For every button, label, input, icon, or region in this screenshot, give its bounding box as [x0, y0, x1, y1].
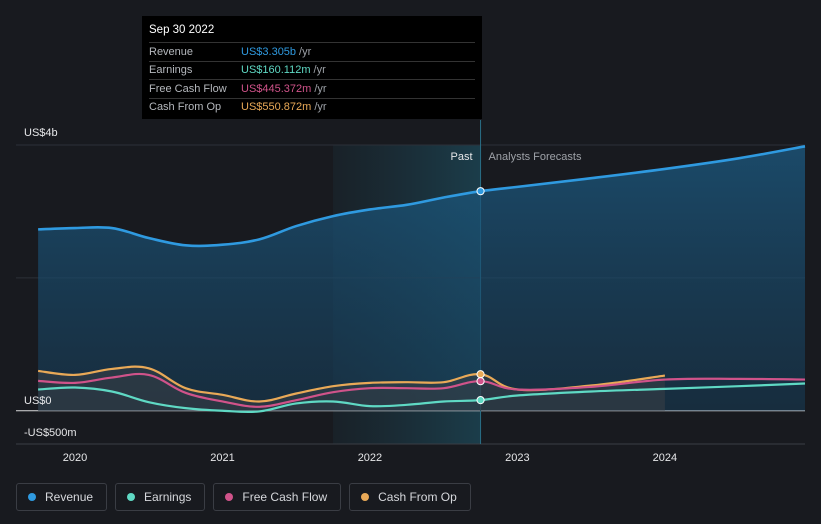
- x-tick-label: 2024: [653, 452, 677, 464]
- free-cash-flow-dot-icon: [225, 493, 234, 501]
- legend-label: Free Cash Flow: [242, 490, 328, 504]
- revenue-area: [38, 146, 805, 411]
- tooltip-value: US$3.305b: [241, 45, 297, 58]
- revenue-line: [38, 145, 806, 248]
- tooltip-unit: /yr: [314, 82, 327, 95]
- earnings-marker: [476, 396, 485, 405]
- earnings-dot-icon: [127, 493, 136, 501]
- cash-from-op-dot-icon: [361, 493, 370, 501]
- tooltip-unit: /yr: [299, 45, 312, 58]
- revenue-marker: [476, 187, 485, 196]
- tooltip-row-revenue: Revenue US$3.305b /yr: [149, 42, 475, 61]
- y-tick-label: US$0: [24, 395, 52, 407]
- free-cash-flow-marker: [476, 377, 485, 386]
- legend: Revenue Earnings Free Cash Flow Cash Fro…: [16, 483, 471, 511]
- x-tick-label: 2021: [210, 452, 234, 464]
- past-label: Past: [451, 151, 473, 163]
- tooltip-label: Revenue: [149, 45, 194, 58]
- y-tick-label: -US$500m: [24, 427, 77, 439]
- earnings-line: [38, 382, 806, 414]
- legend-item-free-cash-flow[interactable]: Free Cash Flow: [213, 483, 342, 511]
- legend-item-revenue[interactable]: Revenue: [16, 483, 108, 511]
- tooltip-label: Earnings: [149, 64, 193, 77]
- tooltip-value: US$445.372m: [241, 82, 312, 95]
- y-tick-label: US$4b: [24, 127, 58, 139]
- legend-label: Revenue: [45, 490, 94, 504]
- tooltip-unit: /yr: [313, 64, 326, 77]
- tooltip-label: Cash From Op: [149, 101, 222, 114]
- tooltip-date: Sep 30 2022: [149, 24, 215, 36]
- x-tick-label: 2022: [358, 452, 382, 464]
- legend-item-earnings[interactable]: Earnings: [115, 483, 206, 511]
- cash-from-op-marker: [476, 370, 485, 379]
- tooltip-unit: /yr: [314, 101, 327, 114]
- tooltip-row-free-cash-flow: Free Cash Flow US$445.372m /yr: [149, 79, 475, 98]
- tooltip-value: US$160.112m: [241, 64, 311, 77]
- legend-label: Cash From Op: [378, 490, 457, 504]
- tooltip-value: US$550.872m: [241, 101, 312, 114]
- free-cash-flow-line: [38, 372, 806, 408]
- tooltip-row-cash-from-op: Cash From Op US$550.872m /yr: [149, 97, 475, 117]
- forecast-label: Analysts Forecasts: [489, 151, 582, 163]
- legend-item-cash-from-op[interactable]: Cash From Op: [349, 483, 471, 511]
- tooltip: Sep 30 2022 Revenue US$3.305b /yr Earnin…: [142, 16, 482, 119]
- cash-from-op-line: [37, 365, 666, 403]
- tooltip-row-earnings: Earnings US$160.112m /yr: [149, 60, 475, 80]
- x-tick-label: 2020: [63, 452, 87, 464]
- x-tick-label: 2023: [505, 452, 529, 464]
- revenue-dot-icon: [28, 493, 36, 501]
- legend-label: Earnings: [144, 490, 192, 504]
- tooltip-label: Free Cash Flow: [149, 82, 227, 95]
